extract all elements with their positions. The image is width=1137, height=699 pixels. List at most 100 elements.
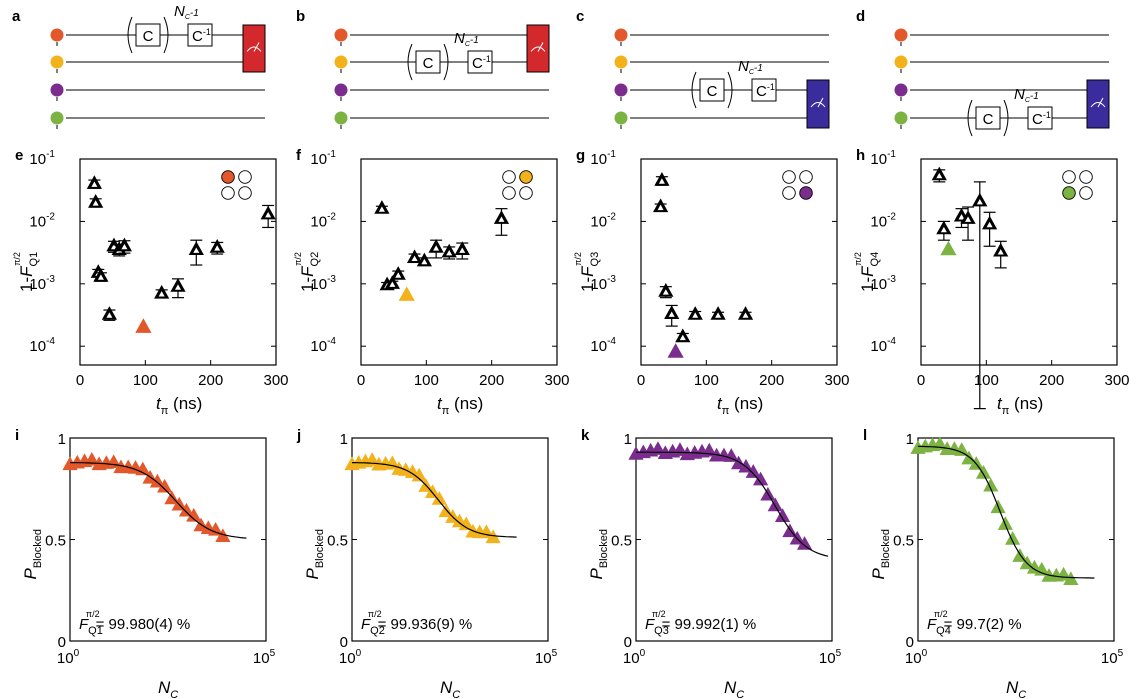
panel-label-l: l — [863, 427, 867, 444]
data-point-inner — [110, 243, 117, 250]
qubit-indicator-icon — [1079, 186, 1093, 200]
repetition-exponent: NC-1 — [174, 3, 199, 21]
fidelity-sup: π/2 — [368, 609, 382, 619]
fidelity-symbol: F — [927, 616, 937, 633]
y-tick-exp: -3 — [327, 274, 336, 285]
qubit-dot-icon — [894, 111, 908, 125]
y-axis-sub: Blocked — [598, 529, 610, 568]
open-paren-icon — [407, 43, 413, 81]
qubit-indicator-icon — [799, 186, 813, 200]
data-point — [1005, 531, 1021, 545]
fidelity-sub: Q1 — [88, 625, 103, 637]
y-axis-sub: Blocked — [314, 529, 326, 568]
fidelity-symbol: F — [361, 616, 371, 633]
y-axis-label: 1-FQ3 π/2 — [573, 252, 601, 292]
readout-box — [526, 24, 550, 73]
inverse-gate-exp: -1 — [483, 54, 491, 64]
y-axis-sub: Q1 — [28, 252, 40, 267]
fidelity-symbol: F — [79, 616, 89, 633]
repetition-exponent-sub: C — [185, 14, 191, 21]
qubit-indicator-icon — [1062, 186, 1076, 200]
highlight-point — [940, 240, 957, 256]
y-axis-symbol: F — [858, 265, 877, 277]
panel-label-f: f — [296, 147, 302, 164]
panel-label-j: j — [296, 427, 301, 444]
meter-needle-icon — [1097, 97, 1104, 108]
open-paren-icon — [127, 16, 133, 54]
data-point-inner — [936, 172, 943, 179]
data-point — [767, 497, 783, 512]
y-axis-prefix: 1- — [858, 277, 877, 292]
panel-label-k: k — [581, 427, 590, 444]
qubit-indicator-icon — [238, 170, 252, 184]
blocked-panel-k: k 0 0.5 1 100 105 NC PBlocked FQ3 π/2 = 99.992(1) … — [581, 427, 842, 699]
x-tick-exp: 0 — [640, 648, 646, 659]
y-tick-label: 10-1 — [29, 149, 55, 168]
gate-label: C — [143, 28, 154, 45]
y-axis-label: PBlocked — [21, 529, 44, 579]
qubit-indicator-icon — [221, 170, 235, 184]
y-tick-exp: -2 — [887, 211, 896, 222]
qubit-indicator-icon — [782, 186, 796, 200]
fidelity-annotation: FQ2 π/2 = 99.936(9) % — [361, 609, 472, 637]
data-point-inner — [958, 214, 965, 220]
y-tick-exp: -4 — [887, 336, 896, 347]
x-tick-exp: 5 — [270, 648, 276, 659]
y-tick-label: 0 — [624, 634, 632, 651]
data-point-inner — [997, 249, 1004, 255]
x-tick-label: 200 — [759, 372, 784, 389]
x-axis-sub: C — [736, 689, 744, 699]
close-paren-icon — [163, 16, 169, 54]
qubit-dot-icon — [334, 55, 348, 69]
y-tick-label: 0.5 — [327, 533, 348, 550]
y-tick-label: 0.5 — [45, 533, 66, 550]
gate-box — [135, 23, 161, 47]
qubit-dot-icon — [614, 55, 628, 69]
data-point — [364, 452, 380, 466]
y-tick-label: 10-4 — [29, 336, 55, 355]
data-point — [207, 521, 224, 536]
y-tick-label: 0 — [340, 634, 348, 651]
qubit-dot-icon — [334, 111, 348, 125]
y-tick-label: 0 — [58, 634, 66, 651]
readout-box — [1086, 79, 1110, 129]
fidelity-sub: Q2 — [370, 625, 385, 637]
highlight-point — [667, 343, 684, 358]
data-point-inner — [395, 272, 402, 278]
x-axis-label: NC — [1006, 678, 1026, 699]
fidelity-value: = 99.936(9) % — [378, 616, 473, 633]
x-tick-label: 300 — [824, 372, 849, 389]
y-tick-exp: -2 — [46, 211, 55, 222]
meter-icon — [1090, 102, 1106, 108]
x-axis-sub: π — [442, 405, 450, 417]
x-tick-label: 200 — [479, 372, 504, 389]
qubit-indicator-icon — [799, 170, 813, 184]
x-tick-label: 0 — [76, 372, 84, 389]
repetition-exponent-sub: C — [1025, 97, 1031, 104]
data-point — [932, 436, 948, 450]
gate-box — [699, 78, 725, 102]
repetition-exponent-tail: -1 — [754, 63, 763, 74]
y-tick-label: 10-1 — [870, 149, 896, 168]
x-axis-label: NC — [440, 678, 460, 699]
readout-box — [806, 79, 830, 129]
data-point-inner — [742, 312, 749, 318]
qubit-indicator-icon — [782, 170, 796, 184]
data-point — [149, 473, 165, 488]
x-tick-label: 0 — [357, 372, 365, 389]
x-axis-label: NC — [724, 678, 744, 699]
y-tick-exp: -4 — [327, 336, 336, 347]
data-point-inner — [378, 206, 385, 212]
y-tick-label: 1 — [906, 431, 914, 448]
y-tick-label: 1 — [340, 431, 348, 448]
qubit-indicator-icon — [1079, 170, 1093, 184]
data-point — [745, 464, 761, 478]
data-point-inner — [92, 200, 99, 206]
qubit-dot-icon — [50, 83, 64, 97]
panel-label-e: e — [15, 147, 23, 164]
plot-frame — [920, 158, 1118, 366]
